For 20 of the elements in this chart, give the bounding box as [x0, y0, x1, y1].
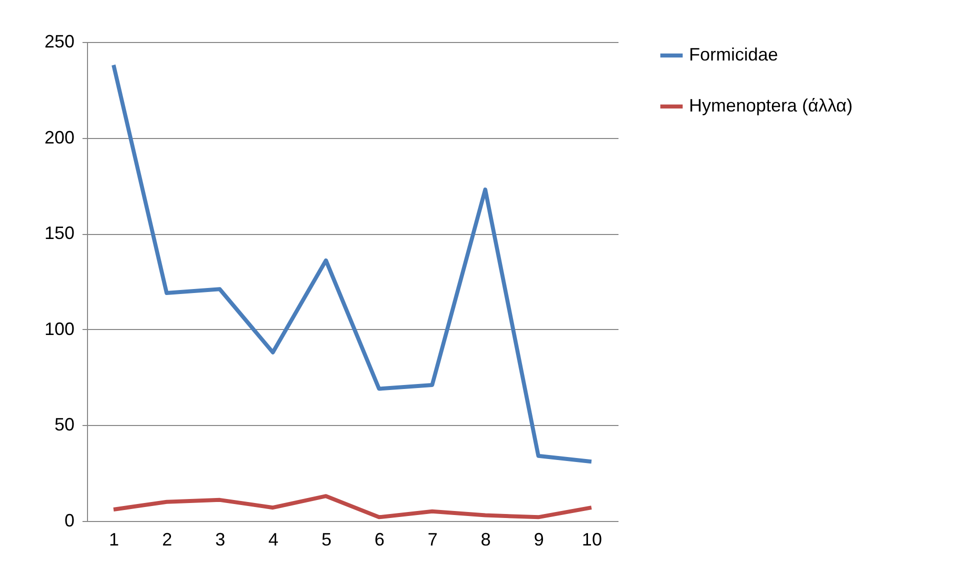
- x-tick-label: 1: [109, 530, 120, 550]
- legend-label: Hymenoptera (άλλα): [689, 96, 853, 116]
- x-tick-label: 8: [480, 530, 491, 550]
- y-tick-label: 200: [44, 127, 74, 148]
- legend-label: Formicidae: [689, 44, 778, 64]
- x-tick-label: 4: [268, 530, 278, 550]
- y-tick-label: 50: [54, 414, 74, 435]
- line-series: [112, 494, 594, 520]
- y-tick-label: 100: [44, 318, 74, 339]
- y-tick-label: 150: [44, 223, 74, 244]
- x-tick-label: 9: [534, 530, 544, 550]
- x-tick-label: 10: [582, 530, 602, 550]
- x-tick-label: 6: [374, 530, 385, 550]
- y-tick-label: 250: [44, 32, 74, 52]
- y-tick-label: 0: [64, 510, 74, 530]
- line-series: [112, 62, 594, 464]
- x-tick-label: 3: [215, 530, 226, 550]
- x-tick-label: 7: [428, 530, 438, 550]
- x-tick-label: 5: [321, 530, 332, 550]
- x-tick-label: 2: [162, 530, 172, 550]
